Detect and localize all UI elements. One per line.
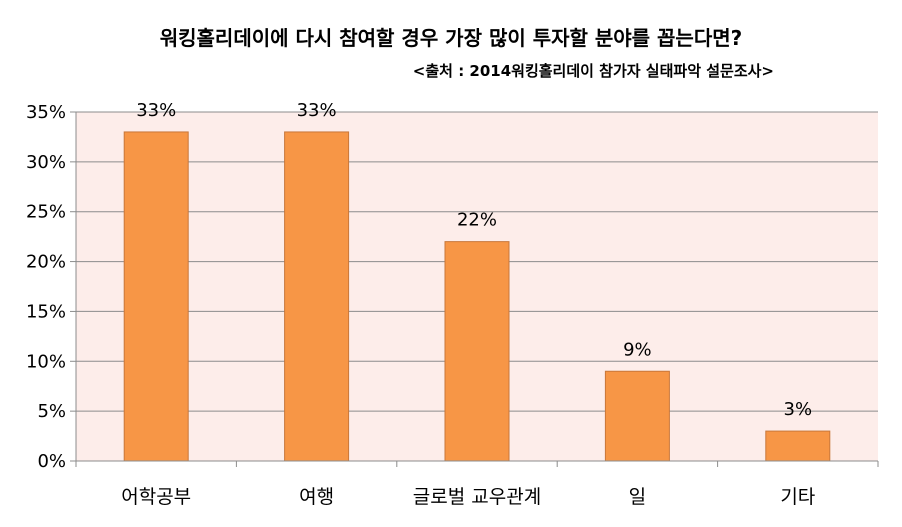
bar (604, 370, 670, 462)
data-label: 22% (457, 210, 497, 231)
data-label: 33% (297, 100, 337, 121)
x-category-label: 어학공부 (121, 486, 191, 508)
y-axis-ticks: 0% 5% 10% 15% 20% 25% 30% 35% (26, 102, 66, 472)
x-category-label: 일 (629, 486, 646, 508)
x-axis-categories: 어학공부 여행 글로벌 교우관계 일 기타 (121, 486, 815, 508)
axes (70, 111, 879, 467)
y-tick-label: 10% (26, 351, 66, 372)
bar (765, 430, 831, 462)
data-label: 3% (784, 399, 813, 420)
y-tick-label: 20% (26, 252, 66, 273)
y-tick-label: 30% (26, 152, 66, 173)
chart-title: 워킹홀리데이에 다시 참여할 경우 가장 많이 투자할 분야를 꼽는다면? (159, 26, 743, 50)
data-label: 33% (136, 100, 176, 121)
bar (284, 131, 350, 462)
data-labels: 33% 33% 22% 9% 3% (136, 100, 812, 420)
y-tick-label: 15% (26, 301, 66, 322)
x-category-label: 여행 (299, 486, 334, 508)
chart-subtitle: <출처 : 2014워킹홀리데이 참가자 실태파악 설문조사> (412, 62, 774, 80)
x-category-label: 기타 (780, 486, 815, 508)
bar (123, 131, 189, 462)
x-category-label: 글로벌 교우관계 (413, 486, 541, 508)
bars (123, 131, 831, 462)
y-tick-label: 0% (37, 451, 66, 472)
y-tick-label: 25% (26, 202, 66, 223)
bar (444, 241, 510, 462)
data-label: 9% (623, 339, 652, 360)
y-tick-label: 35% (26, 102, 66, 123)
y-tick-label: 5% (37, 401, 66, 422)
